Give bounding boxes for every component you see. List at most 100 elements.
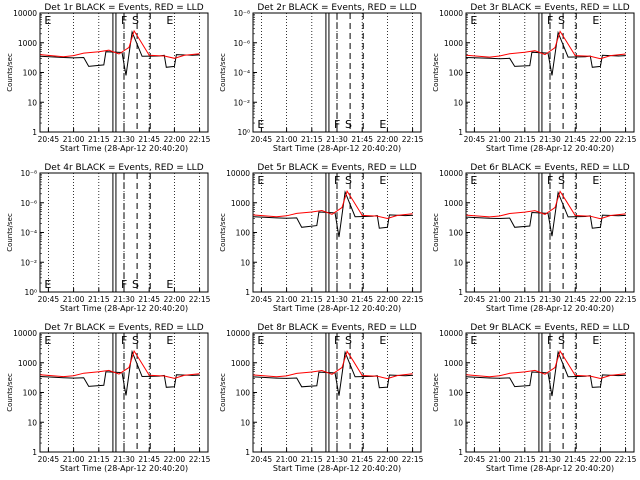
y-tick-label: 100 bbox=[449, 69, 464, 78]
y-tick-label: 10 bbox=[453, 98, 463, 107]
panel-det-1r: Det 1r BLACK = Events, RED = LLD Counts/s… bbox=[6, 3, 211, 153]
flag-label: E bbox=[257, 174, 264, 187]
y-tick-label: 10⁻⁸ bbox=[233, 9, 250, 18]
flag-label: E bbox=[470, 14, 477, 27]
y-tick-label: 1000 bbox=[444, 359, 463, 368]
flag-label: E bbox=[166, 334, 173, 347]
panel-title: Det 2r BLACK = Events, RED = LLD bbox=[257, 3, 416, 13]
x-tick-label: 20:45 bbox=[464, 135, 486, 144]
x-axis-label: Start Time (28-Apr-12 20:40:20) bbox=[273, 144, 401, 153]
y-tick-label: 1000 bbox=[231, 359, 250, 368]
x-tick-label: 22:15 bbox=[189, 135, 211, 144]
y-axis-label: Counts/sec bbox=[432, 373, 440, 412]
panel-det-7r: Det 7r BLACK = Events, RED = LLD Counts/s… bbox=[6, 323, 211, 473]
x-tick-label: 21:45 bbox=[351, 455, 373, 464]
y-tick-label: 1 bbox=[458, 448, 463, 457]
x-tick-label: 22:00 bbox=[590, 455, 612, 464]
x-tick-label: 22:00 bbox=[590, 135, 612, 144]
x-tick-label: 22:00 bbox=[164, 295, 186, 304]
panel-det-3r: Det 3r BLACK = Events, RED = LLD Counts/s… bbox=[432, 3, 637, 153]
y-tick-label: 10000 bbox=[439, 329, 463, 338]
y-tick-label: 1 bbox=[245, 448, 250, 457]
y-tick-label: 10000 bbox=[13, 9, 37, 18]
x-tick-label: 20:45 bbox=[251, 455, 273, 464]
panel-title: Det 4r BLACK = Events, RED = LLD bbox=[44, 163, 203, 173]
y-tick-label: 100 bbox=[23, 389, 38, 398]
x-tick-label: 21:00 bbox=[63, 455, 85, 464]
x-tick-label: 22:00 bbox=[164, 135, 186, 144]
x-axis-label: Start Time (28-Apr-12 20:40:20) bbox=[486, 144, 614, 153]
x-axis-label: Start Time (28-Apr-12 20:40:20) bbox=[273, 304, 401, 313]
x-tick-label: 21:45 bbox=[138, 455, 160, 464]
y-tick-label: 100 bbox=[236, 389, 251, 398]
x-tick-label: 21:00 bbox=[489, 455, 511, 464]
y-axis-label: Counts/sec bbox=[6, 373, 14, 412]
series-events bbox=[466, 30, 626, 76]
y-tick-label: 10⁻² bbox=[20, 258, 37, 267]
y-axis-label: Counts/sec bbox=[432, 213, 440, 252]
series-lld bbox=[253, 190, 413, 220]
flag-label: F bbox=[121, 334, 127, 347]
flag-label: F bbox=[547, 334, 553, 347]
x-tick-label: 21:00 bbox=[276, 135, 298, 144]
y-axis-label: Counts/sec bbox=[219, 373, 227, 412]
flag-label: S bbox=[345, 118, 352, 131]
x-tick-label: 20:45 bbox=[251, 135, 273, 144]
y-tick-label: 10⁻² bbox=[233, 98, 250, 107]
x-tick-label: 21:00 bbox=[63, 135, 85, 144]
x-tick-label: 22:00 bbox=[377, 455, 399, 464]
y-tick-label: 10⁻⁸ bbox=[20, 169, 37, 178]
x-tick-label: 21:00 bbox=[489, 135, 511, 144]
flag-label: E bbox=[44, 278, 51, 291]
panel-det-6r: Det 6r BLACK = Events, RED = LLD Counts/s… bbox=[432, 163, 637, 313]
y-axis-label: Counts/sec bbox=[6, 213, 14, 252]
x-tick-label: 20:45 bbox=[38, 295, 60, 304]
series-events bbox=[40, 30, 200, 76]
x-tick-label: 22:15 bbox=[189, 455, 211, 464]
flag-label: F bbox=[334, 174, 340, 187]
x-tick-label: 22:15 bbox=[615, 295, 637, 304]
panel-det-9r: Det 9r BLACK = Events, RED = LLD Counts/s… bbox=[432, 323, 637, 473]
panel-det-2r: Det 2r BLACK = Events, RED = LLD Counts/s… bbox=[219, 3, 424, 153]
series-events bbox=[466, 350, 626, 397]
series-lld bbox=[253, 350, 413, 380]
y-tick-label: 100 bbox=[449, 389, 464, 398]
y-tick-label: 100 bbox=[236, 229, 251, 238]
flag-label: F bbox=[121, 14, 127, 27]
flag-label: S bbox=[132, 278, 139, 291]
x-axis-label: Start Time (28-Apr-12 20:40:20) bbox=[486, 464, 614, 473]
x-tick-label: 20:45 bbox=[464, 295, 486, 304]
x-tick-label: 21:30 bbox=[539, 295, 561, 304]
x-tick-label: 22:00 bbox=[377, 295, 399, 304]
y-tick-label: 1000 bbox=[18, 359, 37, 368]
y-tick-label: 10 bbox=[453, 418, 463, 427]
flag-label: S bbox=[345, 334, 352, 347]
x-tick-label: 20:45 bbox=[464, 455, 486, 464]
series-lld bbox=[466, 190, 626, 220]
y-tick-label: 100 bbox=[23, 69, 38, 78]
x-tick-label: 21:00 bbox=[489, 295, 511, 304]
x-tick-label: 21:15 bbox=[88, 455, 110, 464]
y-tick-label: 10000 bbox=[226, 329, 250, 338]
series-lld bbox=[40, 29, 200, 59]
x-tick-label: 21:15 bbox=[301, 135, 323, 144]
flag-label: E bbox=[379, 334, 386, 347]
flag-label: F bbox=[334, 118, 340, 131]
y-tick-label: 10 bbox=[27, 418, 37, 427]
x-tick-label: 21:30 bbox=[113, 295, 135, 304]
y-axis-label: Counts/sec bbox=[219, 213, 227, 252]
x-tick-label: 21:45 bbox=[351, 135, 373, 144]
flag-label: S bbox=[132, 14, 139, 27]
y-tick-label: 1 bbox=[32, 128, 37, 137]
flag-label: E bbox=[44, 334, 51, 347]
y-tick-label: 1 bbox=[32, 448, 37, 457]
x-tick-label: 22:15 bbox=[402, 295, 424, 304]
panel-title: Det 9r BLACK = Events, RED = LLD bbox=[470, 323, 629, 333]
flag-label: E bbox=[166, 14, 173, 27]
panel-title: Det 3r BLACK = Events, RED = LLD bbox=[470, 3, 629, 13]
y-tick-label: 100 bbox=[449, 229, 464, 238]
flag-label: S bbox=[558, 174, 565, 187]
y-tick-label: 1000 bbox=[231, 199, 250, 208]
x-tick-label: 20:45 bbox=[251, 295, 273, 304]
